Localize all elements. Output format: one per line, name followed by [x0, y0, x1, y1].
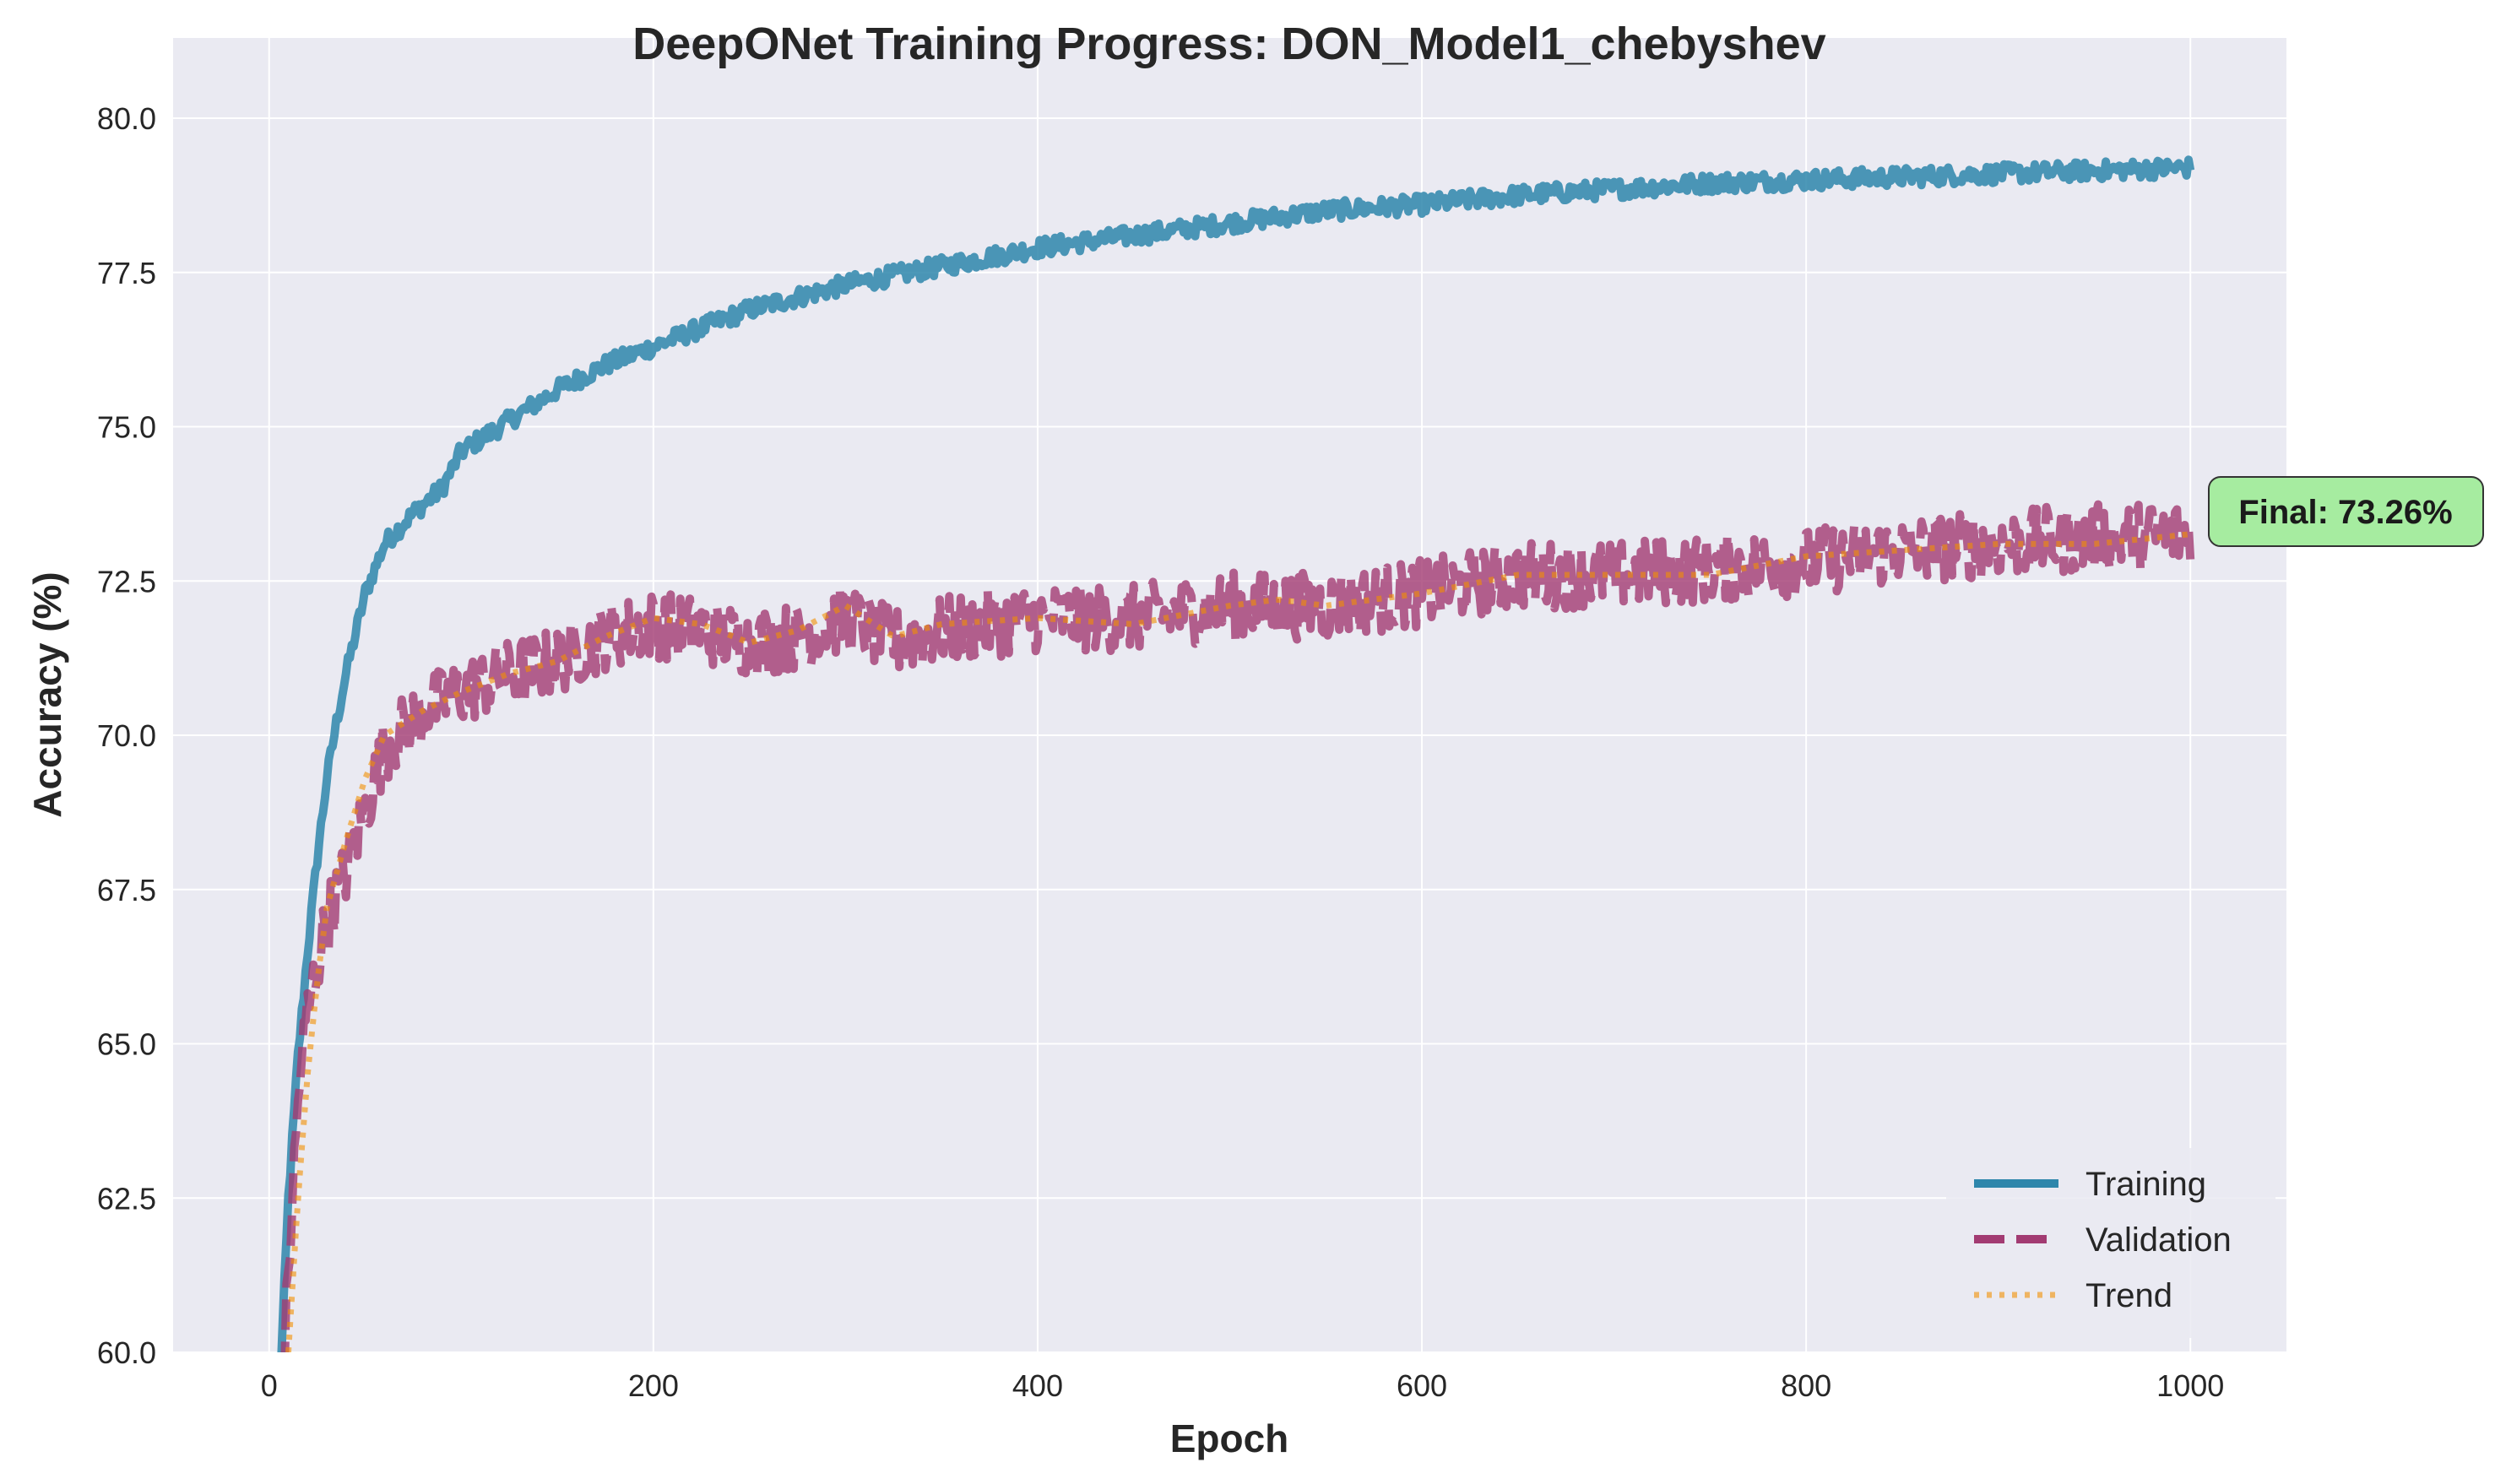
legend-label-validation: Validation [2085, 1221, 2232, 1259]
legend-box [1946, 1148, 2275, 1338]
series-line-trend [285, 531, 2191, 1352]
y-tick-label: 70.0 [97, 718, 156, 753]
y-tick-label: 72.5 [97, 564, 156, 598]
x-tick-label: 600 [1397, 1368, 1447, 1403]
legend-label-trend: Trend [2085, 1277, 2172, 1314]
y-ticks: 60.0 62.5 65.0 67.5 70.0 72.5 75.0 77.5 80.0 [97, 101, 156, 1370]
series-line-validation [280, 500, 2195, 1352]
annotation-text: Final: 73.26% [2238, 494, 2452, 531]
legend: Training Validation Trend [1946, 1148, 2275, 1338]
y-tick-label: 67.5 [97, 873, 156, 907]
x-tick-label: 800 [1781, 1368, 1831, 1403]
x-ticks: 0 200 400 600 800 1000 [261, 1368, 2225, 1403]
x-axis-label: Epoch [1170, 1416, 1289, 1460]
x-tick-label: 1000 [2156, 1368, 2224, 1403]
y-axis-label: Accuracy (%) [25, 571, 69, 817]
x-tick-label: 0 [261, 1368, 278, 1403]
y-tick-label: 60.0 [97, 1335, 156, 1370]
annotation-box [2208, 476, 2484, 547]
y-tick-label: 80.0 [97, 101, 156, 136]
y-tick-label: 65.0 [97, 1027, 156, 1062]
series-group [277, 155, 2195, 1352]
chart-title: DeepONet Training Progress: DON_Model1_c… [632, 19, 1825, 69]
series-line-training [277, 155, 2195, 1352]
x-tick-label: 400 [1012, 1368, 1063, 1403]
final-annotation: Final: 73.26% [2208, 476, 2484, 547]
y-tick-label: 75.0 [97, 410, 156, 445]
x-tick-label: 200 [628, 1368, 679, 1403]
legend-label-training: Training [2085, 1166, 2206, 1203]
y-tick-label: 77.5 [97, 256, 156, 290]
y-tick-label: 62.5 [97, 1181, 156, 1216]
